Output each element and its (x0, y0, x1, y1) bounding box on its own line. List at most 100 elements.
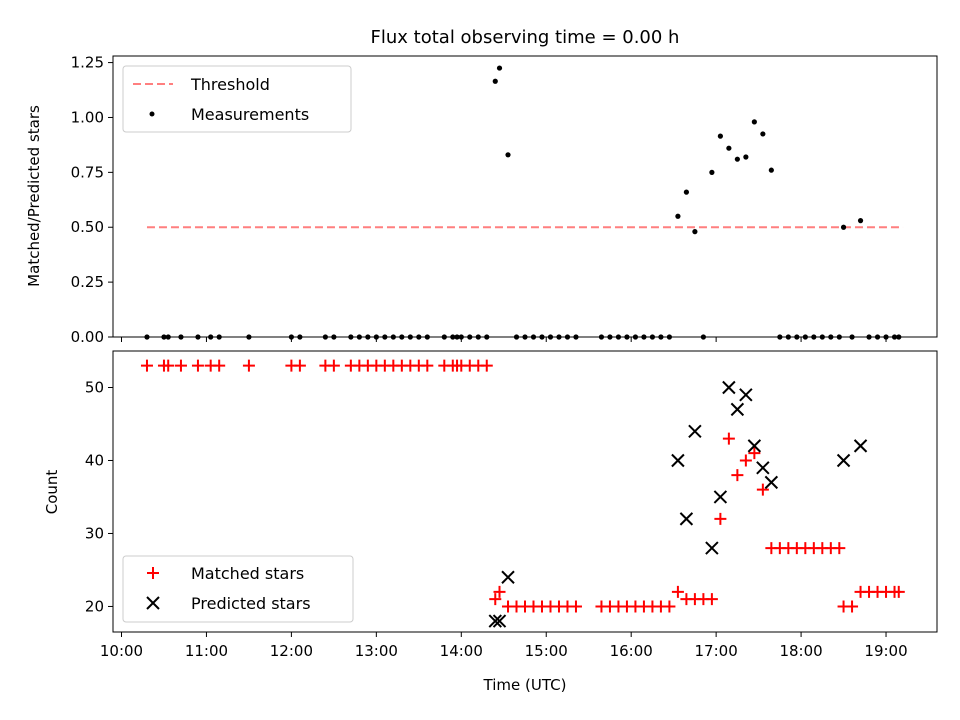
predicted-star-marker (722, 380, 736, 395)
legend-measurements-label: Measurements (191, 105, 309, 124)
top-legend: Threshold Measurements (122, 65, 352, 133)
measurement-point (632, 334, 639, 340)
measurement-point (692, 229, 698, 235)
measurement-point (760, 131, 766, 137)
bottom-x-tick-label: 12:00 (270, 642, 313, 660)
bottom-y-tick-label: 20 (85, 597, 104, 615)
measurement-point (505, 152, 511, 158)
top-legend-box (122, 65, 352, 133)
measurement-point (615, 334, 622, 340)
measurement-point (624, 334, 630, 340)
measurement-point (539, 334, 545, 340)
bottom-x-tick-label: 18:00 (779, 642, 822, 660)
measurement-point (891, 334, 898, 340)
measurement-point (454, 334, 460, 340)
measurement-point (866, 334, 872, 340)
measurement-point (675, 213, 681, 219)
measurement-point (246, 334, 252, 340)
measurement-point (573, 334, 579, 340)
predicted-star-marker (853, 439, 868, 453)
measurement-point (751, 119, 757, 125)
measurement-point (819, 334, 825, 340)
bottom-x-tick-label: 11:00 (185, 642, 228, 660)
matched-star-marker (293, 359, 306, 372)
legend-measurements-swatch (149, 111, 155, 117)
matched-star-marker (705, 593, 718, 606)
matched-star-marker (327, 359, 340, 372)
measurement-point (607, 334, 613, 340)
measurement-point (322, 334, 328, 340)
bottom-x-tick-label: 14:00 (440, 642, 483, 660)
measurement-point (458, 334, 464, 340)
bottom-x-tick-label: 10:00 (100, 642, 143, 660)
bottom-plot-frame (112, 350, 938, 633)
measurement-point (883, 334, 889, 340)
predicted-star-marker (747, 439, 762, 453)
bottom-legend-box (122, 555, 354, 623)
measurement-point (709, 169, 715, 175)
measurement-point (496, 65, 503, 71)
figure-title: Flux total observing time = 0.00 h (371, 27, 680, 48)
measurement-point (840, 224, 847, 230)
matched-star-marker (162, 359, 175, 372)
measurement-point (475, 334, 481, 340)
measurement-point (683, 189, 690, 195)
matched-star-marker (140, 359, 153, 372)
matched-star-marker (480, 359, 493, 372)
measurement-point (734, 156, 740, 162)
measurement-point (522, 334, 528, 340)
measurement-point (794, 334, 800, 340)
matched-star-marker (833, 542, 846, 555)
measurement-point (382, 334, 388, 340)
measurement-point (598, 334, 605, 340)
predicted-star-marker (688, 424, 702, 438)
bottom-x-axis: 10:00 11:00 12:00 13:00 14:00 15:00 16:00 17:00… (100, 632, 908, 660)
top-y-tick-label: 1.00 (71, 108, 104, 126)
top-y-tick-label: 0.75 (71, 163, 104, 181)
measurement-point (424, 334, 430, 340)
measurement-point (216, 334, 222, 340)
matched-star-marker (671, 585, 684, 598)
bottom-y-tick-label: 40 (85, 451, 104, 469)
measurement-point (450, 334, 456, 340)
matched-star-marker (663, 600, 676, 613)
measurement-point (161, 334, 167, 340)
top-y-tick-label: 0.25 (71, 273, 104, 291)
measurement-point (564, 334, 571, 340)
measurement-point (492, 78, 498, 84)
measurement-point (178, 334, 184, 340)
legend-predicted-swatch (146, 596, 160, 610)
measurement-point (811, 334, 817, 340)
measurement-point (649, 334, 656, 340)
matched-star-marker (756, 483, 769, 496)
measurement-point (785, 334, 791, 340)
matched-star-marker (213, 359, 226, 372)
top-x-ticks (120, 337, 887, 342)
bottom-y-axis: 20 30 40 50 (85, 378, 113, 615)
measurement-point (165, 334, 171, 340)
bottom-legend: Matched stars Predicted stars (122, 555, 354, 623)
measurement-point (356, 334, 362, 340)
x-axis-label: Time (UTC) (483, 676, 567, 694)
measurement-point (641, 334, 647, 340)
matched-star-marker (846, 600, 859, 613)
measurement-point (802, 334, 808, 340)
predicted-star-marker (756, 461, 770, 475)
matched-star-marker (489, 593, 502, 606)
predicted-star-marker (836, 453, 851, 468)
measurement-point (743, 154, 749, 160)
measurement-point (373, 334, 379, 340)
measurement-point (441, 334, 447, 340)
measurement-point (390, 334, 396, 340)
measurement-point (407, 334, 413, 340)
predicted-star-marker (764, 475, 779, 490)
top-y-axis: 0.00 0.25 0.50 0.75 1.00 1.25 (71, 54, 113, 346)
matched-star-marker (174, 359, 187, 372)
matched-stars-series (140, 359, 905, 613)
measurement-point (530, 334, 537, 340)
predicted-stars-series (488, 380, 868, 628)
measurement-point (857, 218, 864, 224)
legend-threshold-label: Threshold (190, 75, 270, 94)
measurement-point (208, 334, 214, 340)
